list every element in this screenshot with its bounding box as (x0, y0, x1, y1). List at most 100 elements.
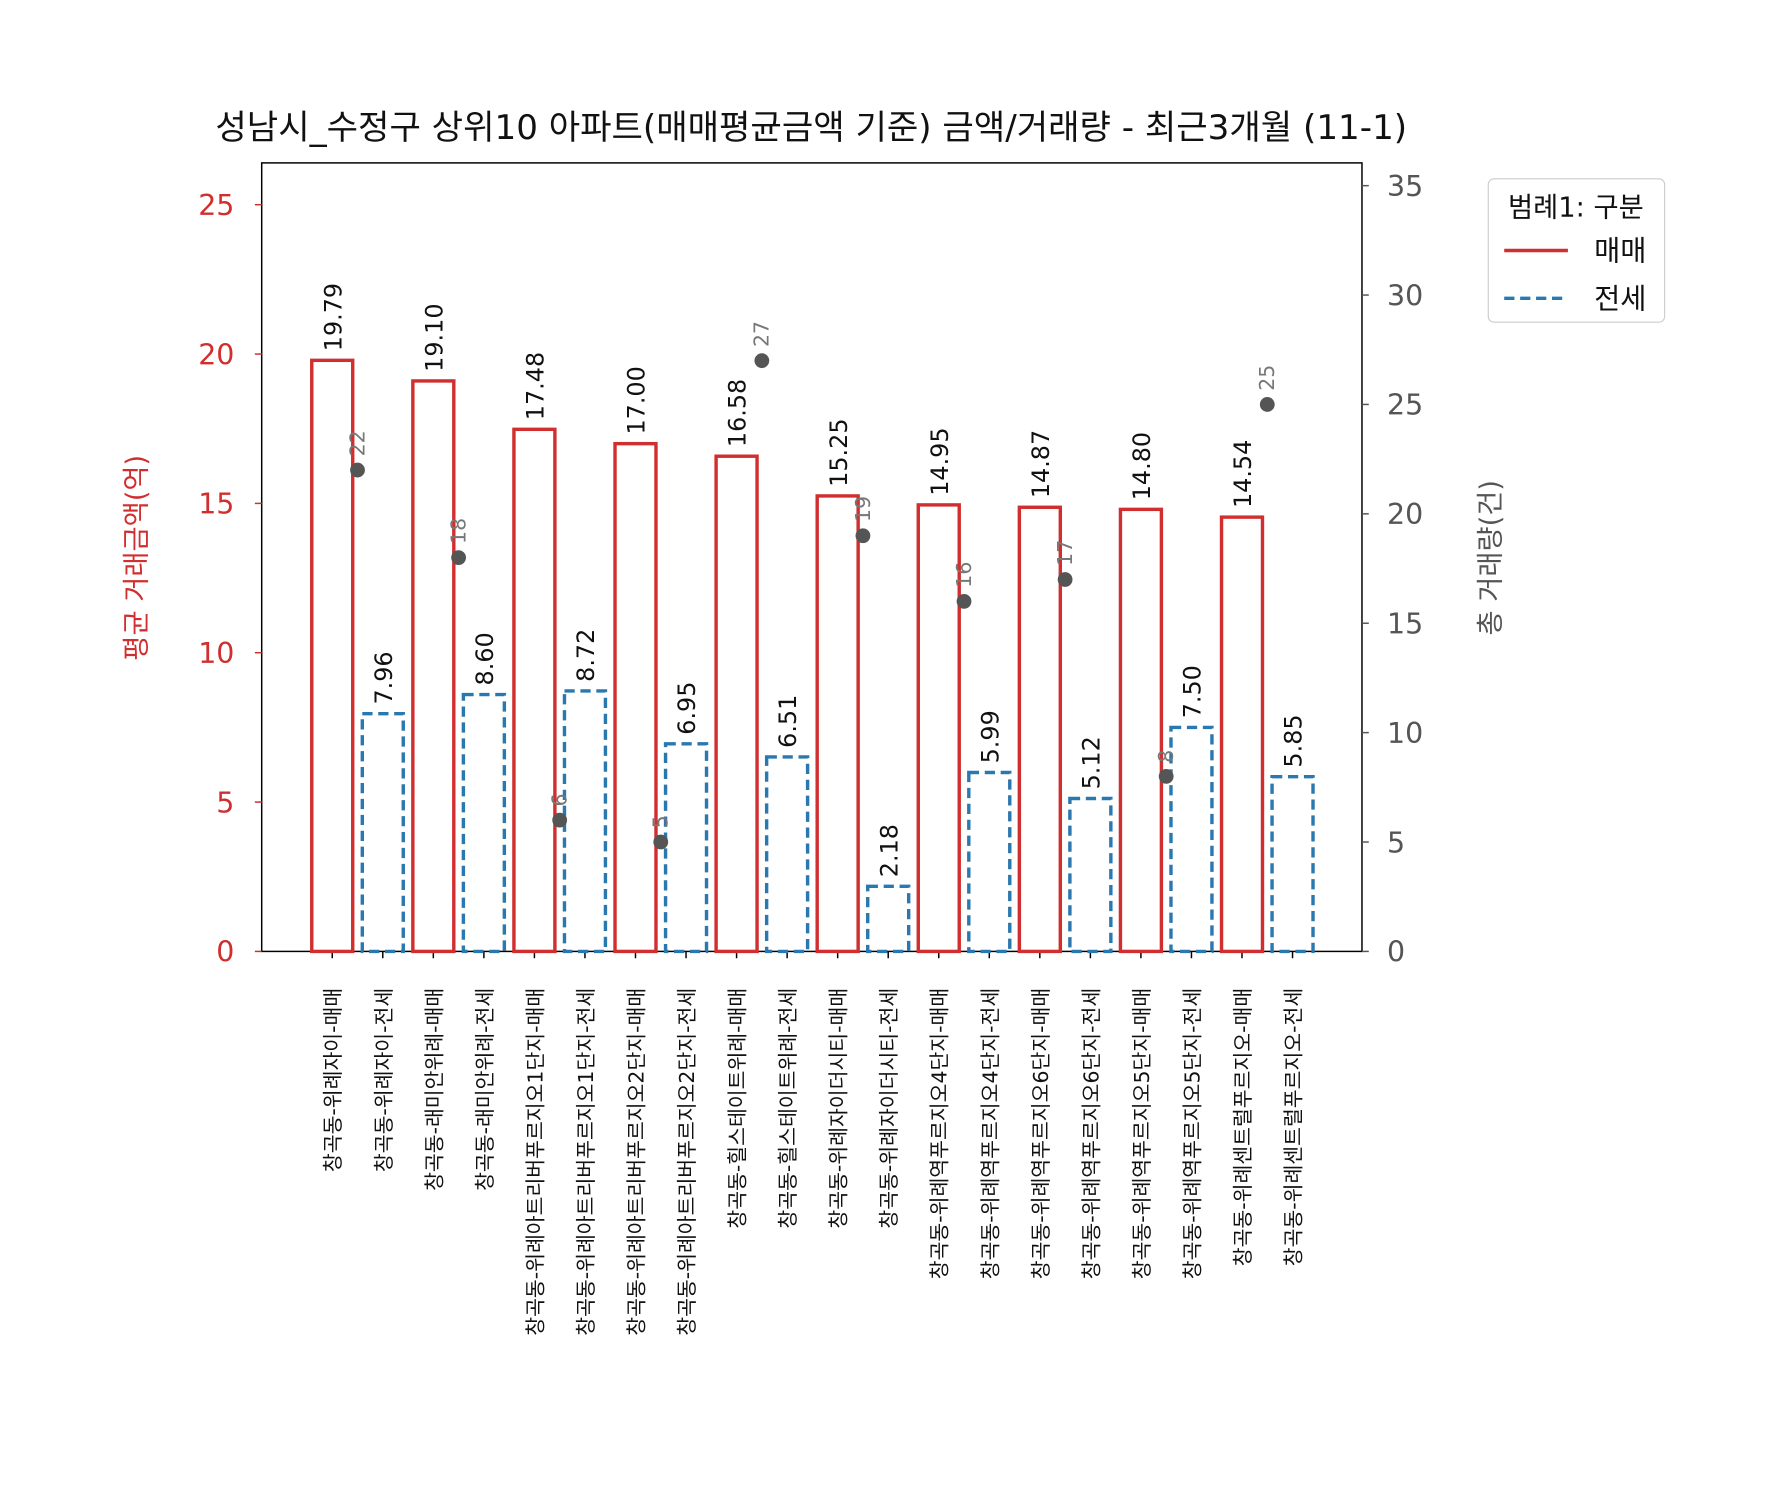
x-tick-label: 창곡동-래미안위례-전세 (473, 988, 497, 1191)
count-label: 8 (1154, 750, 1178, 763)
count-dot (754, 353, 770, 369)
x-tick-label: 창곡동-위례자이-매매 (321, 988, 345, 1172)
x-tick-label: 창곡동-위례역푸르지오6단지-매매 (1029, 988, 1053, 1279)
bar (360, 711, 405, 954)
x-tick-label: 창곡동-위례역푸르지오6단지-전세 (1079, 988, 1103, 1279)
x-tick-label: 창곡동-위례역푸르지오5단지-전세 (1180, 988, 1204, 1279)
bar (1017, 505, 1063, 954)
value-label: 19.79 (319, 283, 347, 351)
x-tick-label: 창곡동-위례역푸르지오4단지-전세 (978, 988, 1002, 1279)
legend-box (1487, 178, 1666, 323)
x-tick-label: 창곡동-위례아트리버푸르지오2단지-전세 (675, 988, 699, 1336)
y2-tick-label: 35 (1387, 170, 1423, 203)
y-tick-label: 5 (216, 786, 234, 819)
value-label: 14.54 (1229, 440, 1257, 508)
x-tick-label: 창곡동-위례아트리버푸르지오1단지-매매 (523, 988, 547, 1336)
bar (764, 755, 810, 954)
legend-label: 전세 (1594, 283, 1646, 316)
y2-axis-label: 총 거래량(건) (1476, 480, 1507, 636)
bar (562, 689, 608, 954)
bar (916, 503, 961, 954)
value-label: 15.25 (825, 418, 853, 486)
legend-label: 매매 (1594, 235, 1646, 268)
count-label: 18 (446, 518, 470, 544)
x-tick-label: 창곡동-위례아트리버푸르지오1단지-전세 (574, 988, 598, 1336)
bar (714, 454, 759, 954)
value-label: 17.48 (522, 352, 550, 420)
x-tick-label: 창곡동-위례자이더시티-매매 (827, 988, 851, 1229)
count-dot (350, 462, 365, 478)
y2-tick-label: 0 (1387, 936, 1405, 969)
count-label: 25 (1255, 365, 1279, 391)
x-tick-label: 창곡동-위례역푸르지오4단지-매매 (928, 988, 952, 1279)
y2-tick-label: 30 (1387, 279, 1423, 312)
y2-tick-label: 10 (1387, 717, 1423, 750)
value-label: 16.58 (724, 379, 752, 447)
bar (310, 358, 355, 954)
value-label: 14.87 (1027, 430, 1055, 498)
y2-tick-label: 5 (1387, 826, 1405, 859)
value-label: 8.60 (471, 632, 499, 685)
x-tick-label: 창곡동-위례아트리버푸르지오2단지-매매 (624, 988, 648, 1336)
count-label: 16 (952, 562, 976, 588)
count-dot (1057, 572, 1073, 587)
x-tick-label: 창곡동-래미안위례-매매 (422, 988, 446, 1191)
x-tick-label: 창곡동-위례자이더시티-전세 (877, 988, 901, 1229)
value-label: 8.72 (572, 629, 600, 682)
bar (613, 441, 658, 954)
y2-tick-label: 20 (1387, 498, 1423, 531)
x-tick-label: 창곡동-위례센트럴푸르지오-매매 (1231, 988, 1255, 1266)
y-tick-label: 25 (198, 189, 234, 222)
count-label: 22 (345, 430, 369, 456)
bar (461, 692, 507, 954)
value-label: 6.95 (673, 682, 701, 735)
bar (815, 494, 860, 954)
count-dot (1158, 768, 1174, 784)
count-dot (956, 593, 972, 609)
legend-title: 범례1: 구분 (1508, 192, 1644, 223)
value-label: 5.12 (1077, 736, 1105, 789)
bar (1068, 796, 1113, 954)
chart-title: 성남시_수정구 상위10 아파트(매매평균금액 기준) 금액/거래량 - 최근3… (215, 108, 1407, 148)
bar (512, 427, 557, 954)
bar (1169, 725, 1214, 954)
count-label: 19 (851, 496, 875, 522)
count-dot (653, 834, 669, 850)
count-label: 5 (649, 815, 673, 828)
value-label: 14.95 (926, 427, 954, 495)
x-tick-label: 창곡동-힐스테이트위례-매매 (726, 988, 750, 1229)
count-label: 27 (750, 321, 774, 347)
bar (1118, 507, 1164, 954)
bar (967, 770, 1012, 954)
value-label: 7.96 (370, 651, 398, 704)
value-label: 5.99 (976, 710, 1004, 763)
value-label: 19.10 (420, 303, 448, 371)
value-label: 14.80 (1128, 432, 1156, 500)
x-tick-label: 창곡동-위례역푸르지오5단지-매매 (1130, 988, 1154, 1279)
y2-tick-label: 25 (1387, 389, 1423, 422)
bar (411, 379, 456, 954)
count-dot (855, 528, 871, 544)
count-label: 17 (1053, 540, 1077, 566)
x-tick-label: 창곡동-위례자이-전세 (372, 988, 396, 1172)
count-dot (552, 812, 568, 828)
y-tick-label: 0 (216, 936, 234, 969)
y-tick-label: 15 (198, 488, 234, 521)
count-dot (451, 550, 466, 565)
bar (1270, 774, 1315, 954)
bar (1219, 515, 1265, 954)
value-label: 5.85 (1280, 714, 1308, 767)
value-label: 17.00 (623, 366, 651, 434)
value-label: 6.51 (774, 695, 802, 748)
x-tick-label: 창곡동-위례센트럴푸르지오-전세 (1282, 988, 1306, 1266)
y-axis-label: 평균 거래금액(억) (122, 455, 153, 661)
bar (866, 884, 911, 954)
count-label: 6 (548, 793, 572, 806)
bar (663, 742, 709, 954)
y-tick-label: 10 (198, 637, 234, 670)
value-label: 7.50 (1179, 665, 1207, 718)
y2-tick-label: 15 (1387, 607, 1423, 640)
